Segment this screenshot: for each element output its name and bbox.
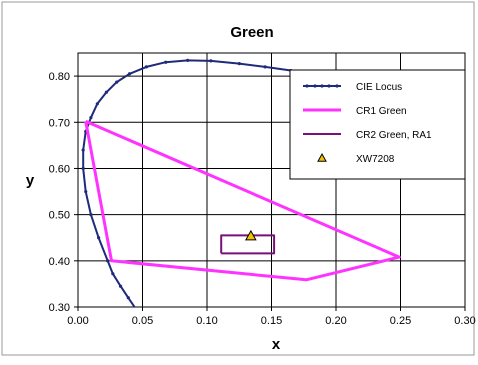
x-tick-label: 0.25 bbox=[390, 315, 411, 327]
point-cie-locus bbox=[104, 90, 108, 94]
y-tick-label: 0.60 bbox=[49, 163, 70, 175]
point-cie-locus bbox=[89, 213, 93, 217]
legend-swatch-marker bbox=[320, 84, 324, 88]
y-tick-label: 0.80 bbox=[49, 71, 70, 83]
point-cie-locus bbox=[164, 60, 168, 64]
legend-label-cie-locus: CIE Locus bbox=[356, 82, 402, 93]
legend-label-cr2-green-ra1: CR2 Green, RA1 bbox=[356, 130, 432, 141]
x-tick-label: 0.15 bbox=[261, 315, 282, 327]
point-cie-locus bbox=[97, 236, 101, 240]
point-cie-locus bbox=[186, 58, 190, 62]
point-cie-locus bbox=[263, 65, 267, 69]
point-cie-locus bbox=[115, 80, 119, 84]
legend-swatch-marker bbox=[313, 84, 317, 88]
legend-swatch-xw7208 bbox=[317, 152, 327, 162]
x-tick-label: 0.10 bbox=[196, 315, 217, 327]
x-tick-label: 0.05 bbox=[132, 315, 153, 327]
point-cie-locus bbox=[237, 62, 241, 66]
legend-swatch-marker bbox=[335, 84, 339, 88]
point-cie-locus bbox=[144, 65, 148, 69]
x-axis-title: x bbox=[272, 336, 281, 353]
legend-swatch-marker bbox=[305, 84, 309, 88]
point-xw7208 bbox=[245, 229, 257, 241]
point-cie-locus bbox=[81, 166, 85, 171]
point-cie-locus bbox=[128, 72, 132, 76]
y-tick-label: 0.30 bbox=[49, 302, 70, 314]
legend-label-xw7208: XW7208 bbox=[356, 154, 395, 165]
legend-swatch-marker bbox=[327, 84, 331, 88]
tick-labels: 0.00 0.05 0.10 0.15 0.20 0.25 0.30 0.30 0.40 0.50… bbox=[49, 71, 476, 327]
point-cie-locus bbox=[126, 296, 130, 300]
point-cie-locus bbox=[118, 284, 123, 288]
point-cie-locus bbox=[81, 148, 85, 152]
series-line-cr1-green bbox=[84, 119, 401, 282]
point-cie-locus bbox=[95, 102, 99, 106]
point-cie-locus bbox=[209, 59, 213, 63]
point-cie-locus bbox=[84, 189, 88, 194]
y-tick-label: 0.70 bbox=[49, 117, 70, 129]
chart-title: Green bbox=[230, 24, 273, 41]
legend: CIE Locus CR1 Green CR2 Green, RA1 XW7208 bbox=[289, 69, 466, 180]
x-tick-label: 0.30 bbox=[454, 315, 475, 327]
x-tick-label: 0.00 bbox=[67, 315, 88, 327]
y-axis-title: y bbox=[26, 172, 35, 189]
point-cie-locus bbox=[89, 116, 93, 120]
y-tick-label: 0.50 bbox=[49, 210, 70, 222]
y-tick-label: 0.40 bbox=[49, 256, 70, 268]
series-line-cr2-green-ra1 bbox=[220, 234, 276, 255]
point-cie-locus bbox=[111, 272, 115, 276]
x-tick-label: 0.20 bbox=[325, 315, 346, 327]
point-cie-locus bbox=[106, 259, 110, 263]
legend-label-cr1-green: CR1 Green bbox=[356, 106, 407, 117]
series-layer bbox=[81, 58, 401, 307]
